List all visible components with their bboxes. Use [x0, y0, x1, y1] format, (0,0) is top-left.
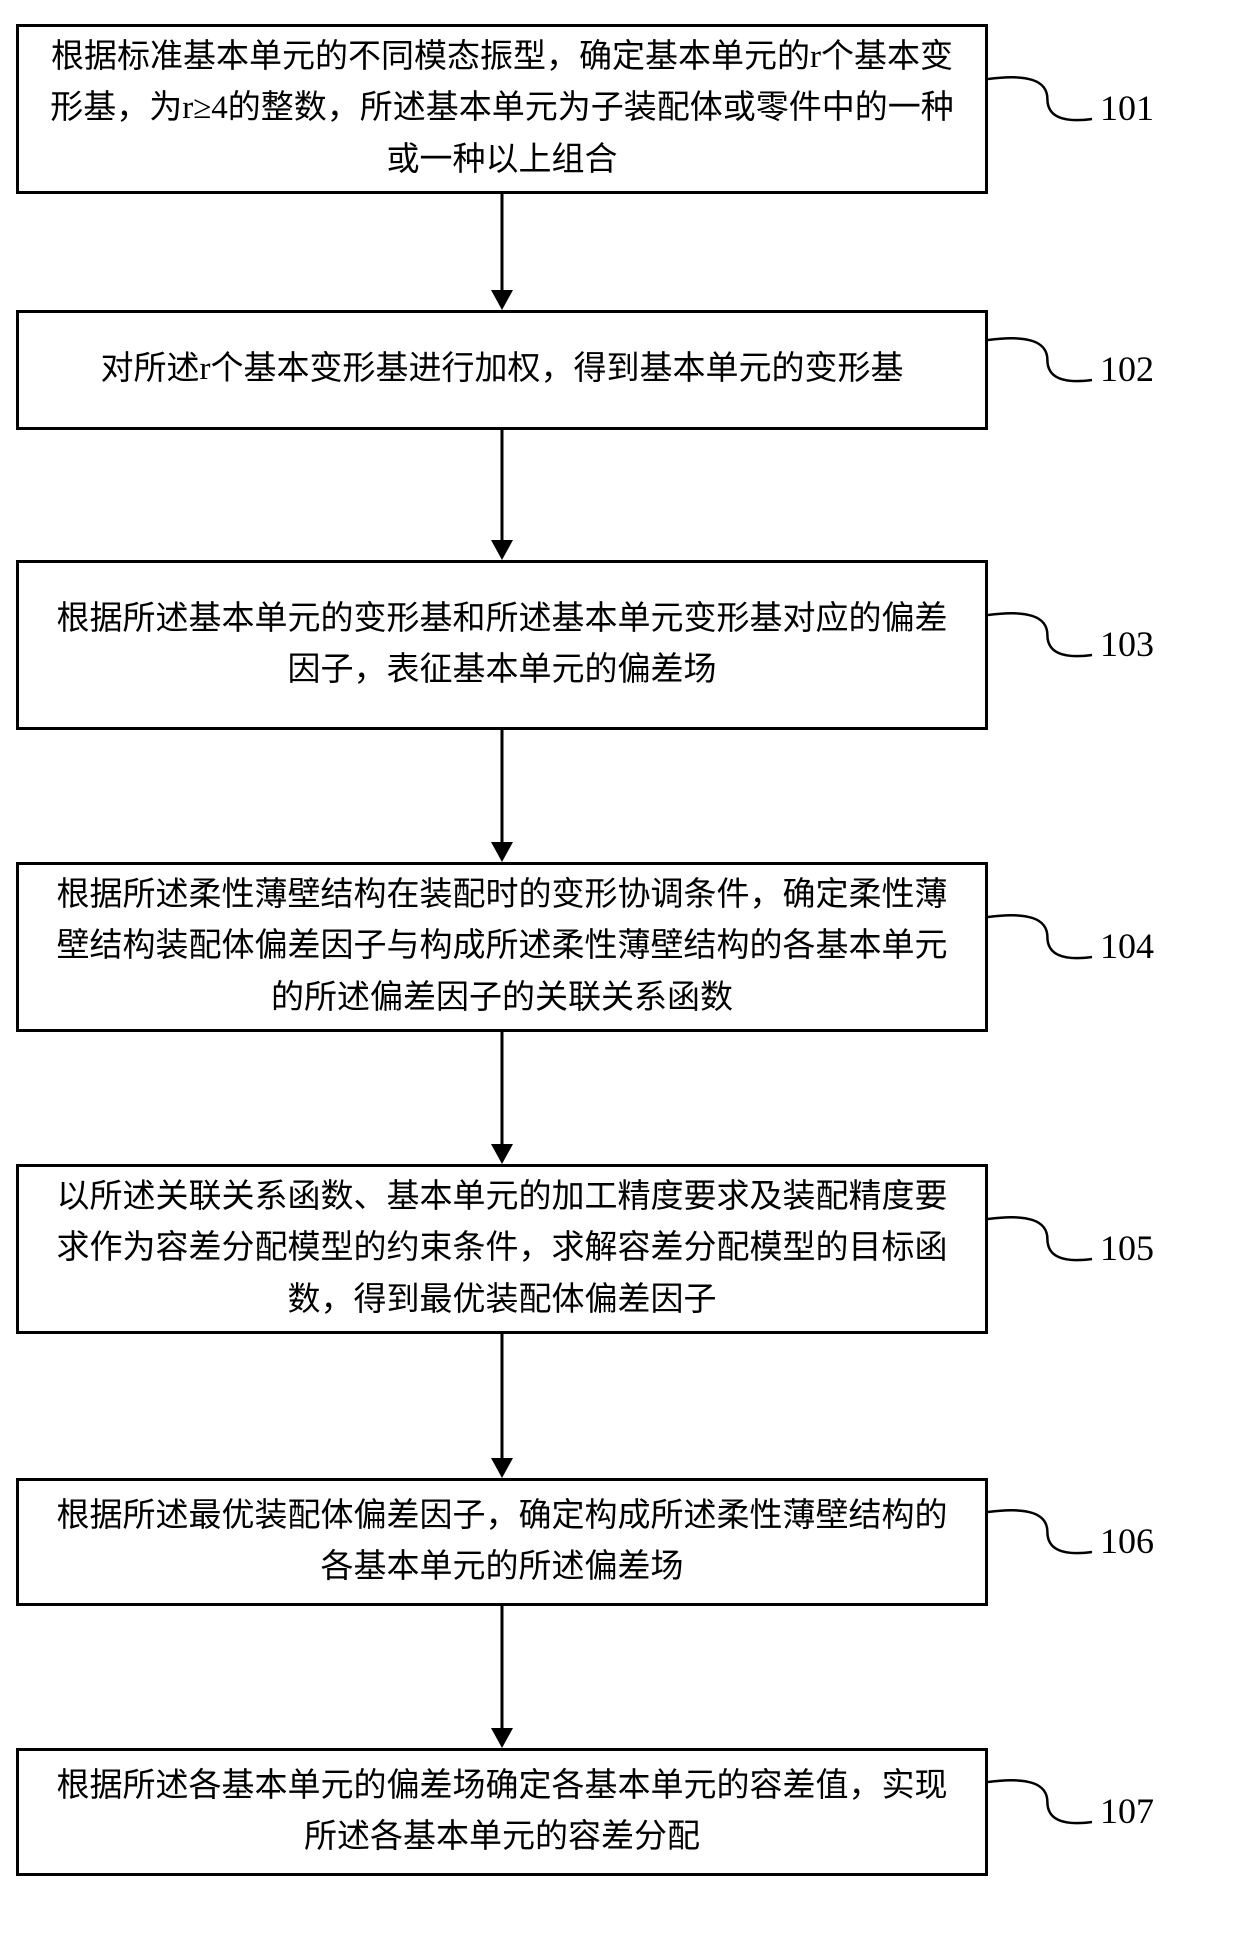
connector-arrow [482, 1606, 522, 1748]
callout-curve [988, 1762, 1096, 1842]
flow-node-n1: 根据标准基本单元的不同模态振型，确定基本单元的r个基本变形基，为r≥4的整数，所… [16, 24, 988, 194]
flow-node-n7: 根据所述各基本单元的偏差场确定各基本单元的容差值，实现所述各基本单元的容差分配 [16, 1748, 988, 1876]
flow-node-n6: 根据所述最优装配体偏差因子，确定构成所述柔性薄壁结构的各基本单元的所述偏差场 [16, 1478, 988, 1606]
flow-node-text: 根据标准基本单元的不同模态振型，确定基本单元的r个基本变形基，为r≥4的整数，所… [43, 32, 961, 185]
flow-node-text: 根据所述最优装配体偏差因子，确定构成所述柔性薄壁结构的各基本单元的所述偏差场 [43, 1491, 961, 1593]
flow-node-label-n6: 106 [1100, 1520, 1154, 1562]
connector-arrow [482, 194, 522, 310]
flow-node-label-n7: 107 [1100, 1790, 1154, 1832]
callout-curve [988, 320, 1096, 400]
connector-arrow [482, 1334, 522, 1478]
connector-arrow [482, 730, 522, 862]
connector-arrow [482, 430, 522, 560]
flow-node-text: 根据所述柔性薄壁结构在装配时的变形协调条件，确定柔性薄壁结构装配体偏差因子与构成… [43, 870, 961, 1023]
flow-node-label-n3: 103 [1100, 623, 1154, 665]
flow-node-text: 根据所述各基本单元的偏差场确定各基本单元的容差值，实现所述各基本单元的容差分配 [43, 1761, 961, 1863]
flow-node-label-n4: 104 [1100, 925, 1154, 967]
flow-node-n4: 根据所述柔性薄壁结构在装配时的变形协调条件，确定柔性薄壁结构装配体偏差因子与构成… [16, 862, 988, 1032]
callout-curve [988, 897, 1096, 977]
flow-node-label-n2: 102 [1100, 348, 1154, 390]
flow-node-n5: 以所述关联关系函数、基本单元的加工精度要求及装配精度要求作为容差分配模型的约束条… [16, 1164, 988, 1334]
flowchart-canvas: 根据标准基本单元的不同模态振型，确定基本单元的r个基本变形基，为r≥4的整数，所… [0, 0, 1240, 1944]
flow-node-text: 对所述r个基本变形基进行加权，得到基本单元的变形基 [101, 344, 904, 395]
flow-node-label-n5: 105 [1100, 1227, 1154, 1269]
callout-curve [988, 1199, 1096, 1279]
callout-curve [988, 59, 1096, 139]
callout-curve [988, 1492, 1096, 1572]
flow-node-n3: 根据所述基本单元的变形基和所述基本单元变形基对应的偏差因子，表征基本单元的偏差场 [16, 560, 988, 730]
connector-arrow [482, 1032, 522, 1164]
flow-node-text: 以所述关联关系函数、基本单元的加工精度要求及装配精度要求作为容差分配模型的约束条… [43, 1172, 961, 1325]
callout-curve [988, 595, 1096, 675]
flow-node-n2: 对所述r个基本变形基进行加权，得到基本单元的变形基 [16, 310, 988, 430]
flow-node-text: 根据所述基本单元的变形基和所述基本单元变形基对应的偏差因子，表征基本单元的偏差场 [43, 594, 961, 696]
flow-node-label-n1: 101 [1100, 87, 1154, 129]
